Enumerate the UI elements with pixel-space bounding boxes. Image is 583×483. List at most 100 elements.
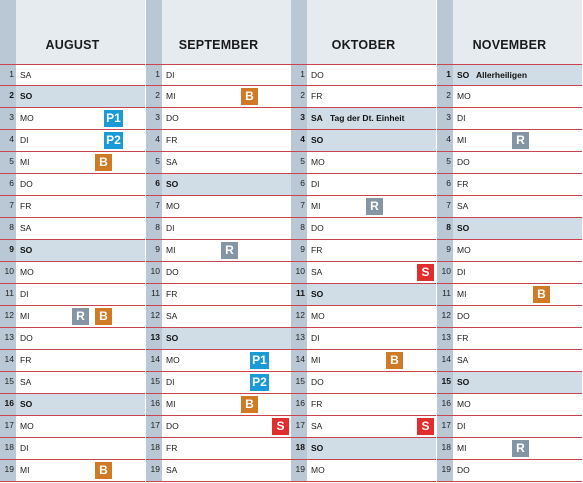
- day-number-cell: 9: [146, 240, 162, 261]
- month-header: OKTOBER: [291, 0, 436, 64]
- day-row: 10 DI: [437, 262, 582, 284]
- day-number: 13: [4, 332, 14, 342]
- weekday: SA: [311, 421, 323, 431]
- weekday: MO: [311, 311, 325, 321]
- day-row: 9 SO: [0, 240, 145, 262]
- weekday: FR: [457, 179, 469, 189]
- day-number-cell: 10: [437, 262, 453, 283]
- day-row: 18 SO: [291, 438, 436, 460]
- day-number: 6: [446, 178, 451, 188]
- day-number: 4: [9, 134, 14, 144]
- event-badge-b: B: [95, 308, 112, 325]
- month-column: NOVEMBER 1 SO Allerheiligen 2 MO 3 DI 4 MI R 5 DO 6 F…: [437, 0, 582, 483]
- weekday: DO: [166, 267, 179, 277]
- day-number-cell: 7: [291, 196, 307, 217]
- month-title: SEPTEMBER: [178, 38, 259, 52]
- day-number: 13: [441, 332, 451, 342]
- day-number-cell: 12: [146, 306, 162, 327]
- weekday: MO: [20, 421, 34, 431]
- day-number: 9: [9, 244, 14, 254]
- weekday: DO: [311, 70, 324, 80]
- day-number-cell: 2: [437, 86, 453, 107]
- day-number-cell: 8: [146, 218, 162, 239]
- weekday: SO: [311, 443, 324, 453]
- day-row: 1 SO Allerheiligen: [437, 64, 582, 86]
- day-row: 16 MO: [437, 394, 582, 416]
- day-number-cell: 17: [291, 416, 307, 437]
- day-number-cell: 7: [0, 196, 16, 217]
- day-row: 9 FR: [291, 240, 436, 262]
- weekday: SO: [166, 333, 179, 343]
- day-number-cell: 19: [291, 460, 307, 481]
- day-row: 13 SO: [146, 328, 291, 350]
- day-number: 12: [150, 310, 160, 320]
- day-number: 3: [9, 112, 14, 122]
- event-badge-p: P2: [104, 132, 123, 149]
- day-number-cell: 15: [291, 372, 307, 393]
- event-badge-b: B: [241, 88, 258, 105]
- day-row: 4 FR: [146, 130, 291, 152]
- weekday: SO: [20, 245, 33, 255]
- day-row: 8 SA: [0, 218, 145, 240]
- day-number: 15: [150, 376, 160, 386]
- day-number: 8: [9, 222, 14, 232]
- day-number-cell: 19: [146, 460, 162, 481]
- day-row: 1 DO: [291, 64, 436, 86]
- event-badge-r: R: [512, 440, 529, 457]
- weekday: FR: [166, 289, 178, 299]
- weekday: DO: [20, 179, 33, 189]
- weekday: MI: [457, 135, 467, 145]
- day-number-cell: 17: [0, 416, 16, 437]
- weekday: SO: [457, 377, 470, 387]
- day-number: 17: [441, 420, 451, 430]
- day-number: 16: [295, 398, 305, 408]
- weekday: FR: [166, 443, 178, 453]
- day-number: 6: [155, 178, 160, 188]
- weekday: DO: [20, 333, 33, 343]
- weekday: MI: [166, 399, 176, 409]
- day-number-cell: 3: [437, 108, 453, 129]
- event-badge-r: R: [366, 198, 383, 215]
- event-badge-p: P1: [250, 352, 269, 369]
- day-number-cell: 14: [291, 350, 307, 371]
- day-number: 15: [295, 376, 305, 386]
- weekday: MO: [20, 113, 34, 123]
- day-row: 18 DI: [0, 438, 145, 460]
- day-number: 19: [150, 464, 160, 474]
- day-row: 18 MI R: [437, 438, 582, 460]
- day-number-cell: 11: [146, 284, 162, 305]
- day-number: 14: [4, 354, 14, 364]
- day-number-cell: 7: [146, 196, 162, 217]
- day-number-cell: 11: [437, 284, 453, 305]
- weekday: SA: [311, 113, 323, 123]
- day-number: 17: [4, 420, 14, 430]
- day-number: 7: [446, 200, 451, 210]
- day-row: 19 MI B: [0, 460, 145, 482]
- weekday: DI: [457, 267, 466, 277]
- day-number-cell: 2: [291, 86, 307, 107]
- day-number-cell: 11: [0, 284, 16, 305]
- day-number-cell: 13: [291, 328, 307, 349]
- month-column: SEPTEMBER 1 DI 2 MI B 3 DO 4 FR 5 SA 6 SO 7 MO 8 DI 9 MI R 1…: [146, 0, 291, 483]
- day-number-cell: 12: [437, 306, 453, 327]
- weekday: FR: [20, 201, 32, 211]
- day-row: 11 DI: [0, 284, 145, 306]
- day-row: 4 DI P2: [0, 130, 145, 152]
- day-number: 5: [155, 156, 160, 166]
- day-number: 10: [4, 266, 14, 276]
- weekday: SA: [166, 465, 178, 475]
- day-row: 10 MO: [0, 262, 145, 284]
- day-number-cell: 2: [146, 86, 162, 107]
- weekday: SO: [457, 223, 470, 233]
- day-number-cell: 6: [146, 174, 162, 195]
- day-list: 1 DI 2 MI B 3 DO 4 FR 5 SA 6 SO 7 MO 8 DI 9 MI R 10 DO 11 FR 12 S…: [146, 64, 291, 482]
- day-number: 11: [151, 288, 160, 298]
- day-number: 14: [150, 354, 160, 364]
- day-row: 5 MI B: [0, 152, 145, 174]
- day-number-cell: 6: [291, 174, 307, 195]
- day-number-cell: 16: [437, 394, 453, 415]
- day-number: 17: [295, 420, 305, 430]
- day-number: 2: [155, 90, 160, 100]
- day-number-cell: 16: [291, 394, 307, 415]
